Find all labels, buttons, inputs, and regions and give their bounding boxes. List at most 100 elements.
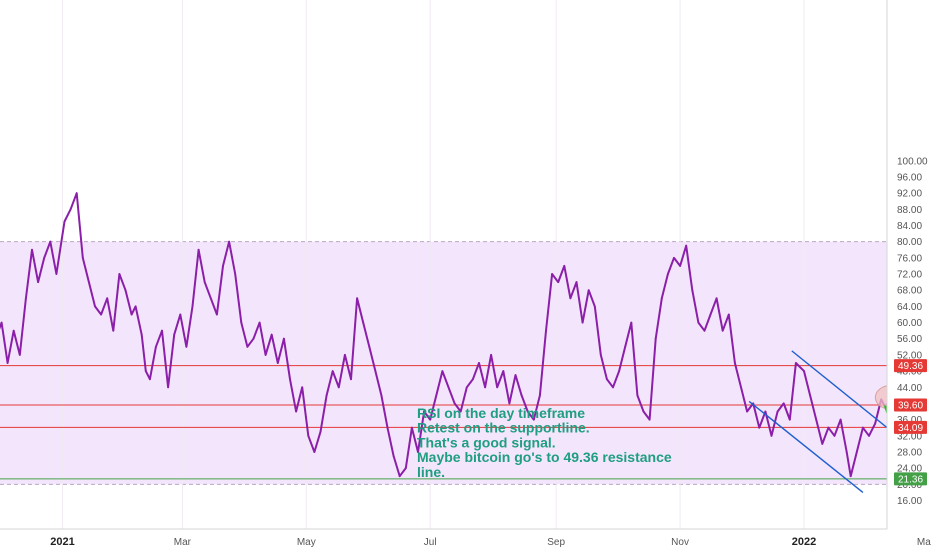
- rsi-point-49: [283, 337, 285, 340]
- rsi-point-78: [459, 410, 462, 413]
- rsi-point-7: [31, 248, 33, 251]
- rsi-point-37: [209, 297, 212, 300]
- rsi-point-111: [660, 297, 663, 300]
- rsi-point-9: [43, 257, 46, 259]
- rsi-point-26: [144, 370, 147, 372]
- y-tick-label-3: 28.00: [897, 447, 922, 458]
- rsi-point-45: [258, 321, 261, 324]
- rsi-point-30: [167, 386, 170, 389]
- x-tick-label-7: Ma: [917, 537, 931, 548]
- rsi-point-2: [0, 321, 3, 324]
- y-tick-label-7: 44.00: [897, 383, 922, 394]
- y-tick-label-15: 76.00: [897, 253, 922, 264]
- rsi-point-100: [593, 305, 596, 308]
- rsi-point-68: [398, 475, 401, 478]
- rsi-point-25: [140, 333, 143, 336]
- rsi-point-138: [827, 426, 830, 429]
- rsi-point-86: [508, 402, 511, 405]
- rsi-point-79: [465, 386, 468, 389]
- rsi-point-115: [685, 244, 688, 247]
- rsi-point-137: [821, 443, 824, 445]
- rsi-point-146: [874, 422, 876, 425]
- annotation-line-4: Maybe bitcoin go's to 49.36 resistance: [417, 449, 672, 465]
- rsi-point-41: [234, 273, 237, 275]
- y-tick-label-2: 24.00: [897, 464, 922, 475]
- rsi-point-24: [134, 305, 137, 308]
- rsi-point-88: [520, 394, 523, 397]
- rsi-point-97: [575, 281, 578, 283]
- x-tick-label-2: May: [297, 537, 316, 548]
- annotation-layer: RSI on the day timeframe Retest on the s…: [417, 405, 672, 480]
- rsi-point-43: [246, 345, 249, 348]
- rsi-point-57: [331, 370, 334, 372]
- rsi-point-31: [173, 333, 176, 336]
- rsi-point-83: [490, 354, 492, 356]
- rsi-point-20: [112, 329, 115, 332]
- rsi-point-5: [18, 354, 21, 356]
- rsi-point-96: [569, 297, 572, 300]
- y-tick-label-21: 100.00: [897, 156, 928, 167]
- rsi-point-46: [264, 354, 267, 356]
- rsi-point-107: [636, 394, 639, 397]
- rsi-point-140: [839, 418, 842, 421]
- rsi-point-73: [429, 418, 432, 421]
- rsi-point-98: [581, 321, 584, 324]
- rsi-point-70: [411, 426, 413, 429]
- y-tick-label-17: 84.00: [897, 221, 922, 232]
- rsi-point-139: [833, 434, 836, 437]
- rsi-point-95: [563, 265, 566, 267]
- rsi-point-77: [453, 402, 456, 405]
- rsi-point-92: [545, 329, 547, 332]
- level-tag-label-2: 34.09: [898, 423, 923, 434]
- rsi-point-22: [124, 289, 127, 292]
- rsi-point-135: [809, 394, 811, 397]
- rsi-point-59: [344, 354, 346, 356]
- rsi-point-74: [435, 394, 438, 397]
- rsi-band-fill: [0, 241, 887, 485]
- x-tick-label-5: Nov: [671, 537, 689, 548]
- annotation-line-1: RSI on the day timeframe: [417, 405, 585, 421]
- rsi-point-122: [727, 313, 730, 316]
- rsi-point-121: [721, 329, 724, 332]
- rsi-point-144: [862, 426, 864, 429]
- rsi-point-141: [845, 451, 848, 453]
- y-axis-panel: [887, 0, 932, 550]
- rsi-point-89: [526, 410, 529, 413]
- rsi-point-125: [746, 410, 748, 413]
- rsi-point-51: [295, 410, 297, 413]
- rsi-point-109: [648, 418, 651, 421]
- rsi-point-12: [63, 220, 66, 223]
- rsi-point-82: [484, 386, 486, 389]
- rsi-point-105: [624, 345, 627, 348]
- rsi-line-0: [0, 192, 887, 478]
- rsi-point-39: [222, 265, 224, 267]
- rsi-point-18: [100, 313, 102, 316]
- rsi-point-8: [37, 281, 39, 283]
- rsi-point-131: [782, 402, 785, 405]
- rsi-point-91: [539, 394, 541, 397]
- rsi-point-85: [502, 370, 505, 372]
- rsi-point-118: [703, 329, 706, 332]
- rsi-point-127: [758, 426, 761, 429]
- rsi-point-61: [356, 297, 358, 300]
- rsi-point-93: [551, 273, 553, 275]
- rsi-point-71: [417, 451, 419, 453]
- rsi-point-53: [307, 434, 310, 437]
- rsi-point-101: [599, 354, 602, 356]
- rsi-point-99: [587, 289, 590, 292]
- y-tick-label-11: 60.00: [897, 318, 922, 329]
- rsi-point-66: [386, 426, 389, 429]
- rsi-point-10: [49, 240, 52, 243]
- rsi-point-3: [6, 362, 9, 364]
- rsi-band-layer: [0, 241, 887, 485]
- rsi-point-38: [216, 313, 218, 316]
- y-tick-label-0: 16.00: [897, 496, 922, 507]
- rsi-point-81: [478, 362, 480, 364]
- x-tick-label-3: Jul: [424, 537, 437, 548]
- rsi-point-58: [337, 386, 340, 389]
- rsi-point-48: [276, 362, 279, 364]
- rsi-point-75: [441, 370, 444, 372]
- annotation-line-3: That's a good signal.: [417, 434, 556, 450]
- rsi-point-56: [325, 394, 328, 397]
- rsi-point-40: [228, 240, 231, 243]
